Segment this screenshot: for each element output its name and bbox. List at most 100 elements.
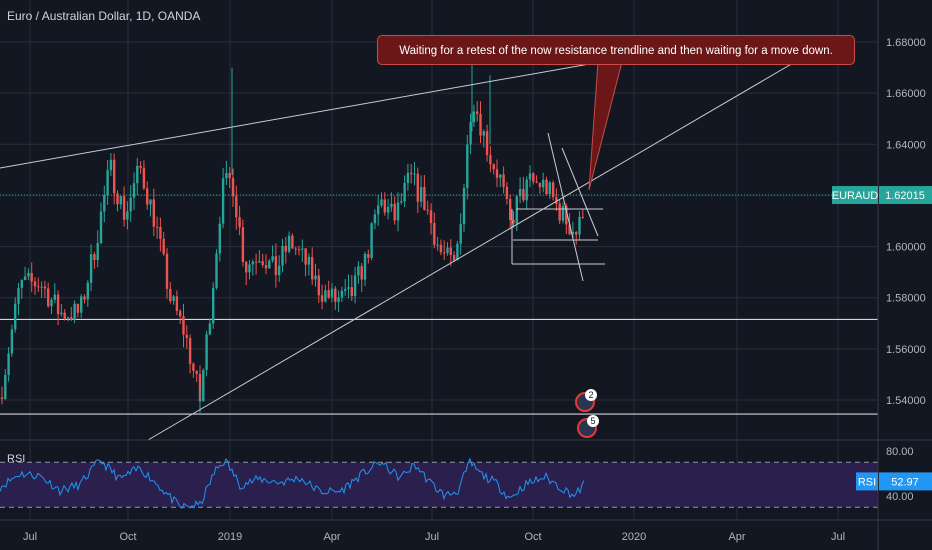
candle-body [126, 211, 129, 220]
candle-body [353, 275, 357, 297]
x-tick-label: Apr [323, 531, 340, 543]
candle-body [393, 203, 396, 221]
rsi-title: RSI [7, 453, 26, 465]
candle-body [423, 186, 426, 210]
candle-body [185, 334, 188, 339]
candle-body [429, 210, 433, 224]
candle-body [548, 182, 551, 195]
candle-body [505, 186, 509, 200]
candle-body [175, 296, 179, 312]
candle-body [60, 312, 63, 315]
rsi-tag [856, 472, 878, 491]
candle-body [258, 261, 261, 263]
candle-body [525, 179, 528, 201]
candle-body [53, 294, 56, 300]
candle-body [509, 199, 512, 221]
candle-body [314, 275, 317, 280]
annotation-callout[interactable]: Waiting for a retest of the now resistan… [377, 35, 855, 65]
x-tick-label: Jul [831, 531, 845, 543]
candle-body [83, 296, 86, 300]
candle-body [70, 317, 73, 320]
candle-body [142, 167, 146, 189]
candle-body [43, 286, 47, 289]
candle-body [410, 172, 413, 174]
candle-body [304, 248, 307, 265]
candle-body [195, 370, 198, 374]
x-tick-label: Oct [119, 531, 136, 543]
candle-body [403, 182, 406, 202]
price-tag [879, 186, 932, 205]
candle-body [386, 206, 390, 213]
candle-body [27, 273, 30, 277]
candle-body [367, 253, 370, 258]
candle-body [317, 275, 320, 296]
candle-body [136, 165, 139, 184]
event-badge[interactable]: 2 [575, 389, 597, 412]
candle-body [400, 201, 403, 203]
candle-body [340, 290, 344, 298]
candle-body [578, 216, 581, 235]
candle-body [33, 281, 37, 287]
candle-body [238, 217, 241, 228]
candle-body [522, 189, 525, 201]
candle-body [568, 224, 571, 235]
candle-body [416, 173, 419, 202]
candle-body [159, 226, 162, 239]
candle-body [248, 264, 251, 273]
candle-body [452, 254, 456, 261]
candle-body [433, 223, 436, 245]
candle-body [449, 247, 452, 255]
candle-body [373, 214, 377, 224]
price-tick-label: 1.68000 [886, 37, 926, 49]
candle-body [383, 199, 386, 213]
candle-body [113, 159, 116, 194]
candle-body [558, 203, 561, 221]
candle-body [390, 203, 393, 207]
candle-body [291, 235, 294, 249]
candle-body [284, 245, 287, 252]
candle-body [162, 238, 165, 254]
candle-body [485, 131, 489, 156]
rsi-value-tag [879, 472, 932, 491]
candle-body [132, 183, 136, 198]
candle-body [152, 199, 155, 227]
candle-body [502, 174, 505, 187]
candle-body [63, 312, 66, 319]
price-tick-label: 1.54000 [886, 395, 926, 407]
candle-body [56, 294, 60, 315]
candle-body [4, 375, 7, 399]
price-tick-label: 1.60000 [886, 242, 926, 254]
candle-body [542, 179, 545, 188]
chart-title: Euro / Australian Dollar, 1D, OANDA [7, 9, 201, 23]
candle-body [208, 323, 212, 335]
price-tick-label: 1.56000 [886, 344, 926, 356]
event-badges[interactable]: 25 [575, 389, 599, 438]
candle-body [20, 279, 23, 289]
candle-body [512, 220, 515, 224]
candle-body [357, 266, 360, 276]
candle-body [426, 209, 429, 211]
candle-body [80, 296, 83, 313]
badge-count-bg [587, 415, 599, 427]
candle-body [228, 172, 231, 178]
rsi-band-fill [0, 462, 878, 508]
candle-body [278, 265, 281, 276]
candle-body [571, 232, 575, 235]
candle-body [551, 182, 555, 197]
candle-body [73, 303, 76, 320]
candlesticks [0, 47, 584, 413]
x-tick-label: Jul [425, 531, 439, 543]
event-badge[interactable]: 5 [577, 415, 599, 438]
candle-body [122, 196, 126, 220]
resistance-trendline [0, 59, 613, 169]
candle-body [169, 288, 172, 302]
candle-body [119, 196, 122, 205]
channel-line [547, 132, 584, 282]
candle-body [350, 287, 353, 297]
candle-body [155, 226, 159, 228]
candle-body [205, 334, 208, 370]
rsi-tag-label: RSI [858, 476, 876, 488]
candle-body [439, 244, 443, 253]
